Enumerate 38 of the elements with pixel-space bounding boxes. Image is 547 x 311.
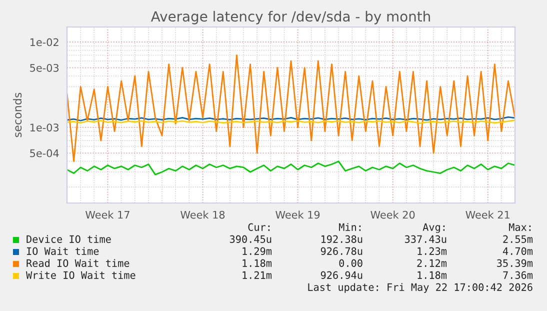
y-tick-label: 1e-02 — [30, 38, 58, 46]
x-tick-label: Week 17 — [86, 210, 130, 219]
legend-label: IO Wait time — [26, 247, 99, 255]
text: 1.29m — [242, 247, 272, 255]
text: 2.55m — [503, 235, 533, 243]
text: Cur: — [248, 223, 270, 231]
line-series — [67, 54, 515, 162]
text: 4.70m — [502, 247, 533, 255]
text: Max: — [509, 223, 531, 231]
text: Min: — [339, 223, 361, 231]
y-axis-title: seconds — [13, 92, 22, 138]
y-tick-label: 1e-03 — [30, 124, 59, 132]
text: 1.18m — [242, 259, 272, 267]
text: 337.43u — [404, 235, 446, 243]
y-tick-label: 5e-04 — [30, 149, 59, 158]
text: 1.23m — [418, 247, 447, 255]
legend-label: Device IO time — [26, 235, 111, 243]
text: 2.12m — [417, 259, 447, 267]
x-tick-label: Week 21 — [466, 210, 510, 219]
text: 7.36m — [503, 271, 533, 279]
chart-title: Average latency for /dev/sda - by month — [150, 10, 430, 24]
x-tick-label: Week 20 — [370, 210, 415, 219]
y-tick-label: 5e-03 — [30, 64, 59, 72]
line-series — [67, 160, 515, 176]
text: 0.00 — [339, 259, 362, 267]
text: Last update: Fri May 22 17:00:42 2026 — [308, 283, 532, 293]
text: 35.39m — [497, 259, 533, 267]
text: 192.38u — [321, 235, 362, 243]
x-tick-label: Week 18 — [180, 210, 225, 219]
text: Avg: — [422, 223, 445, 233]
text: 1.21m — [242, 271, 272, 279]
text: 926.78u — [320, 247, 362, 255]
legend-label: Read IO Wait time — [26, 259, 130, 267]
text: 1.18m — [418, 271, 447, 279]
text: 390.45u — [230, 235, 272, 243]
legend-label: Write IO Wait time — [26, 271, 136, 279]
text: 926.94u — [320, 271, 362, 279]
x-tick-label: Week 19 — [276, 210, 320, 219]
